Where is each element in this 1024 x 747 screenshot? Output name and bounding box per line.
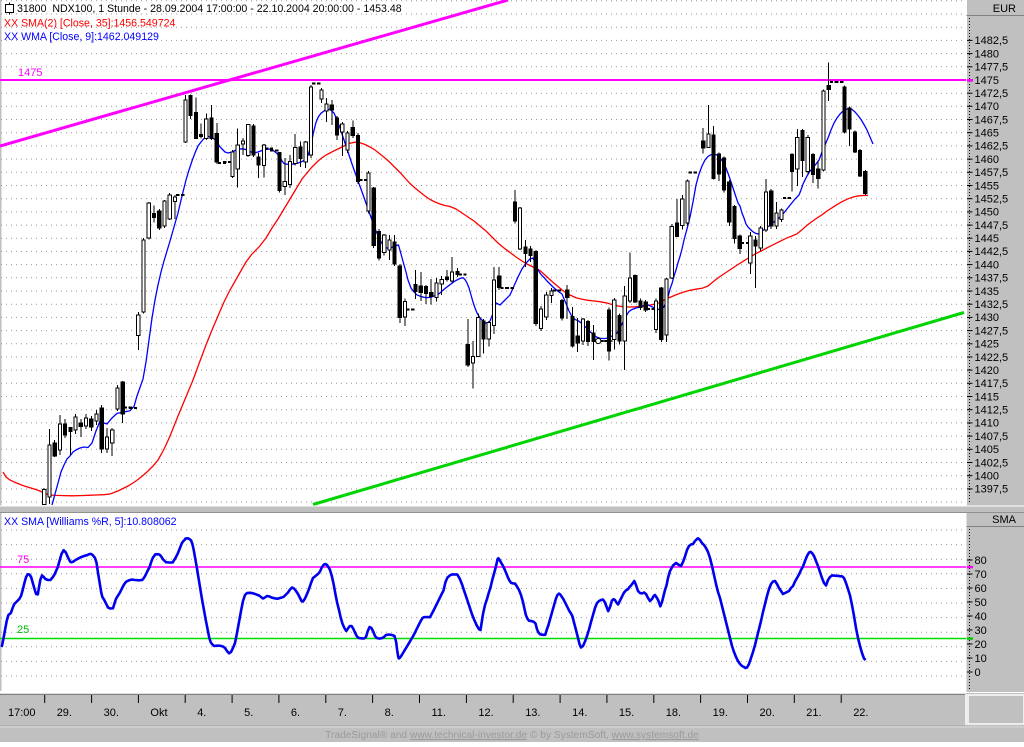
svg-text:1452,5: 1452,5	[975, 194, 1009, 206]
svg-text:1480: 1480	[975, 48, 999, 60]
svg-text:1415: 1415	[975, 391, 999, 403]
svg-text:31800 NDX100, 1 Stunde - 28.0: 31800 NDX100, 1 Stunde - 28.09.2004 17:0…	[17, 3, 402, 15]
svg-text:XX WMA [Close, 9]:1462.049129: XX WMA [Close, 9]:1462.049129	[4, 31, 159, 43]
svg-text:TradeSignal® and www.technical: TradeSignal® and www.technical-investor.…	[325, 730, 699, 741]
svg-text:1432,5: 1432,5	[975, 299, 1009, 311]
svg-text:1437,5: 1437,5	[975, 273, 1009, 285]
svg-text:1417,5: 1417,5	[975, 378, 1009, 390]
svg-text:15.: 15.	[619, 707, 634, 719]
svg-text:21.: 21.	[806, 707, 821, 719]
svg-text:XX SMA [Williams %R, 5]:10.808: XX SMA [Williams %R, 5]:10.808062	[4, 516, 177, 528]
svg-text:13.: 13.	[525, 707, 540, 719]
svg-text:20: 20	[975, 639, 987, 651]
svg-text:1447,5: 1447,5	[975, 220, 1009, 232]
svg-text:1405: 1405	[975, 444, 999, 456]
svg-text:1402,5: 1402,5	[975, 457, 1009, 469]
svg-text:22.: 22.	[853, 707, 868, 719]
svg-text:60: 60	[975, 583, 987, 595]
svg-text:4.: 4.	[197, 707, 206, 719]
svg-text:1425: 1425	[975, 339, 999, 351]
svg-text:1455: 1455	[975, 180, 999, 192]
svg-text:30.: 30.	[104, 707, 119, 719]
svg-text:1477,5: 1477,5	[975, 62, 1009, 74]
svg-text:1412,5: 1412,5	[975, 405, 1009, 417]
svg-text:1460: 1460	[975, 154, 999, 166]
svg-text:1440: 1440	[975, 259, 999, 271]
svg-text:70: 70	[975, 569, 987, 581]
svg-text:1407,5: 1407,5	[975, 431, 1009, 443]
svg-text:1410: 1410	[975, 418, 999, 430]
svg-text:SMA: SMA	[992, 514, 1017, 526]
svg-text:19.: 19.	[713, 707, 728, 719]
svg-text:80: 80	[975, 555, 987, 567]
svg-text:75: 75	[17, 554, 29, 566]
svg-text:1400: 1400	[975, 471, 999, 483]
svg-text:1420: 1420	[975, 365, 999, 377]
svg-text:1465: 1465	[975, 128, 999, 140]
svg-text:1467,5: 1467,5	[975, 114, 1009, 126]
svg-text:1475: 1475	[18, 67, 42, 79]
svg-text:10: 10	[975, 653, 987, 665]
svg-text:29.: 29.	[57, 707, 72, 719]
svg-text:8.: 8.	[385, 707, 394, 719]
svg-text:1462,5: 1462,5	[975, 141, 1009, 153]
svg-text:1442,5: 1442,5	[975, 246, 1009, 258]
svg-text:0: 0	[975, 667, 981, 679]
svg-text:1430: 1430	[975, 312, 999, 324]
svg-text:12.: 12.	[478, 707, 493, 719]
svg-text:1435: 1435	[975, 286, 999, 298]
svg-text:50: 50	[975, 597, 987, 609]
svg-text:11.: 11.	[432, 707, 446, 719]
svg-text:17:00: 17:00	[8, 707, 36, 719]
svg-text:1445: 1445	[975, 233, 999, 245]
svg-text:7.: 7.	[338, 707, 347, 719]
svg-text:1457,5: 1457,5	[975, 167, 1009, 179]
svg-text:5.: 5.	[244, 707, 253, 719]
svg-text:25: 25	[17, 624, 29, 636]
svg-text:EUR: EUR	[993, 3, 1016, 15]
svg-text:40: 40	[975, 611, 987, 623]
svg-text:1397,5: 1397,5	[975, 484, 1009, 496]
svg-text:14.: 14.	[572, 707, 587, 719]
svg-text:1450: 1450	[975, 207, 999, 219]
svg-text:20.: 20.	[760, 707, 775, 719]
svg-text:1470: 1470	[975, 101, 999, 113]
svg-text:1475: 1475	[975, 75, 999, 87]
svg-text:1427,5: 1427,5	[975, 325, 1009, 337]
svg-text:30: 30	[975, 625, 987, 637]
svg-text:18.: 18.	[666, 707, 681, 719]
svg-text:1472,5: 1472,5	[975, 88, 1009, 100]
svg-text:6.: 6.	[291, 707, 300, 719]
svg-text:1422,5: 1422,5	[975, 352, 1009, 364]
svg-text:Okt: Okt	[150, 707, 167, 719]
svg-text:1482,5: 1482,5	[975, 35, 1009, 47]
svg-text:XX SMA(2) [Close, 35]:1456.549: XX SMA(2) [Close, 35]:1456.549724	[4, 18, 175, 30]
